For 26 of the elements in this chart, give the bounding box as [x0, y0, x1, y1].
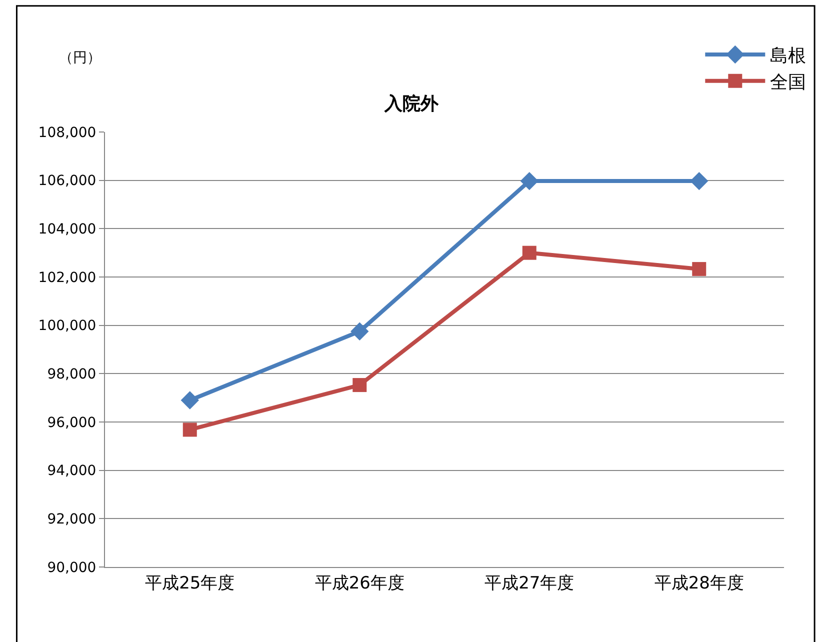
point: [520, 172, 538, 190]
y-tick-label: 92,000: [47, 512, 96, 528]
chart-title: 入院外: [384, 93, 440, 114]
point: [690, 172, 708, 190]
point: [180, 391, 199, 410]
y-tick-label: 102,000: [38, 270, 96, 286]
point: [352, 378, 367, 392]
y-tick-label: 98,000: [47, 366, 96, 383]
y-tick-label: 108,000: [38, 124, 96, 141]
legend-label: 全国: [770, 72, 806, 93]
y-tick-label: 94,000: [47, 463, 96, 480]
legend-label: 島根: [770, 46, 806, 67]
x-tick-label: 平成26年度: [314, 573, 404, 594]
y-tick-label: 104,000: [38, 222, 96, 238]
x-tick-label: 平成27年度: [484, 573, 574, 594]
y-tick-label: 96,000: [47, 414, 96, 431]
y-tick-label: 100,000: [38, 318, 96, 334]
y-tick-label: 106,000: [38, 173, 96, 190]
point: [350, 322, 369, 340]
y-tick-label: 90,000: [47, 560, 96, 576]
y-axis-title: （円）: [59, 50, 101, 66]
x-tick-label: 平成25年度: [145, 573, 235, 594]
point: [692, 262, 706, 276]
x-tick-label: 平成28年度: [654, 573, 744, 594]
point: [522, 246, 536, 260]
point: [182, 422, 197, 437]
